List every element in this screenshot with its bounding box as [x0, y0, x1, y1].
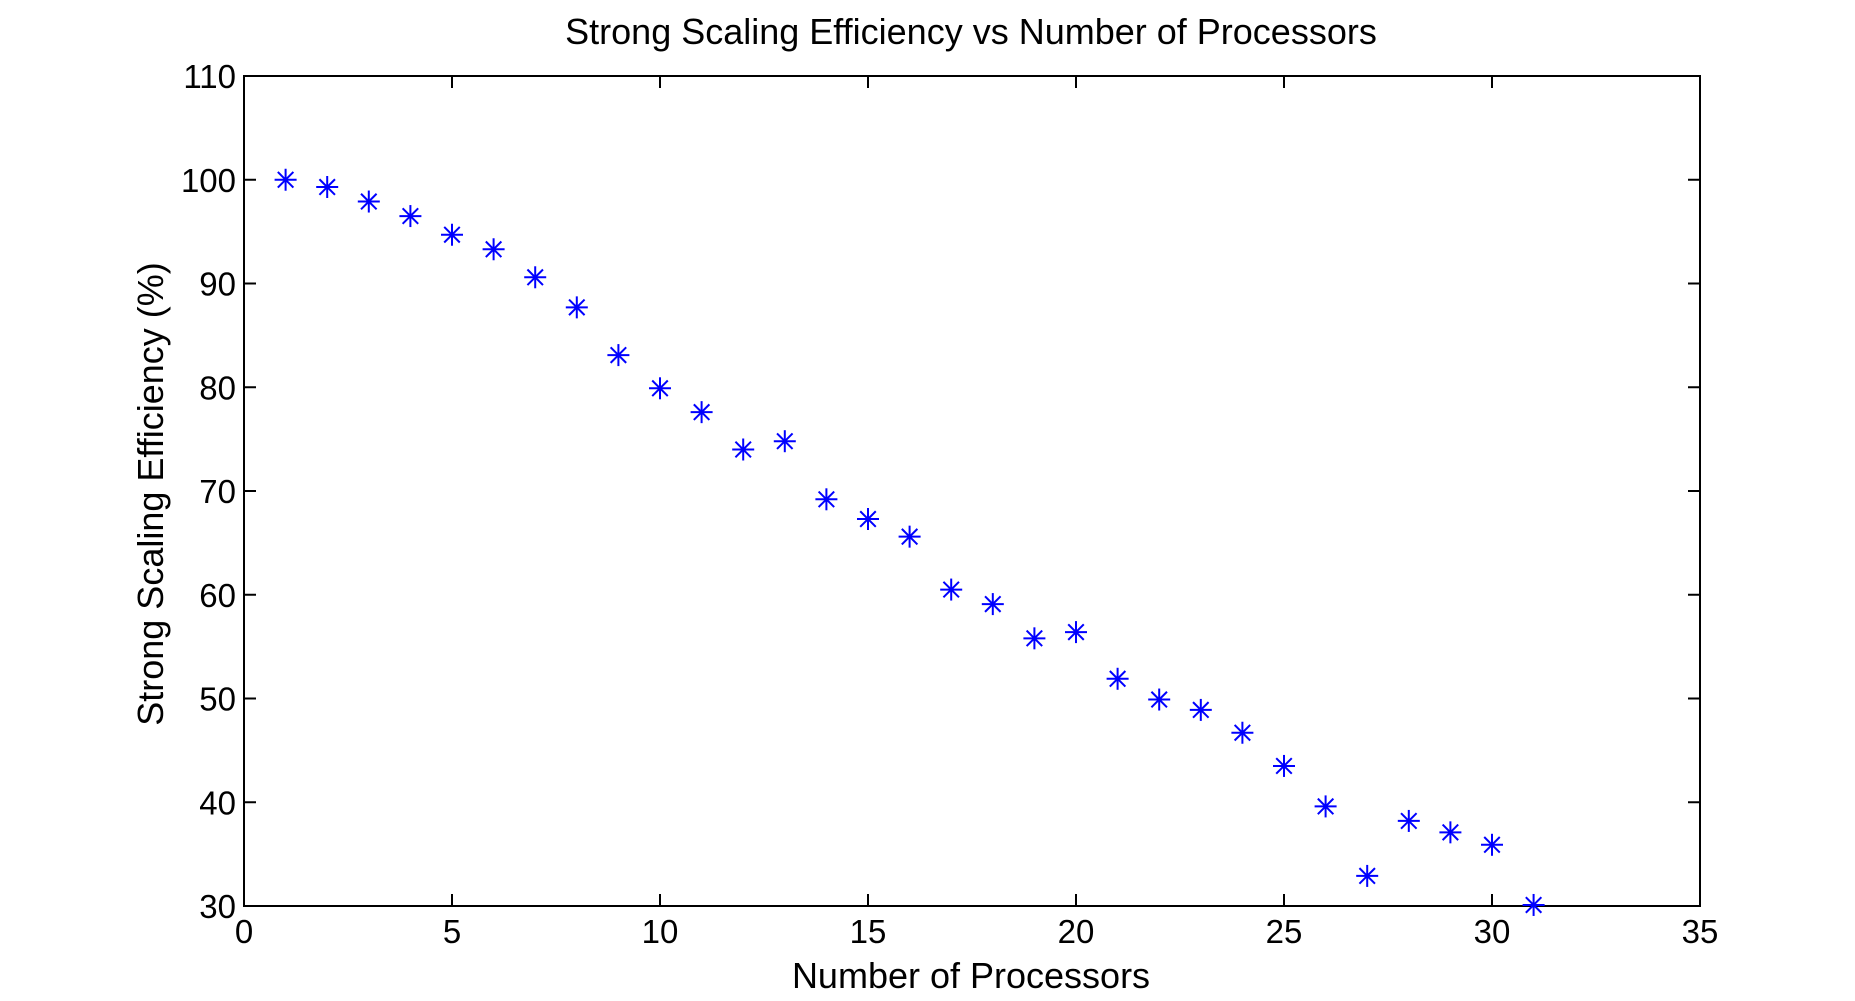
data-point [1189, 698, 1212, 721]
x-tick-label: 25 [1266, 913, 1303, 950]
data-point [565, 296, 588, 319]
data-point [1439, 821, 1462, 844]
y-tick-label: 100 [181, 162, 236, 199]
data-point [316, 176, 339, 199]
data-point [1356, 864, 1379, 887]
y-axis-ticks: 30 40 50 60 70 80 90 100 110 [181, 58, 1700, 925]
data-point [1106, 667, 1129, 690]
data-point [898, 525, 921, 548]
x-tick-label: 10 [642, 913, 679, 950]
data-point [1314, 795, 1337, 818]
x-tick-label: 30 [1474, 913, 1511, 950]
data-point [1065, 621, 1087, 644]
x-axis-label: Number of Processors [792, 955, 1150, 996]
y-tick-label: 70 [199, 473, 236, 510]
data-point [732, 438, 755, 461]
data-point [274, 168, 297, 191]
data-point [649, 377, 671, 400]
data-point [524, 266, 547, 289]
data-point [940, 578, 963, 601]
data-point [1397, 809, 1420, 832]
data-point [1231, 721, 1254, 744]
data-point [482, 238, 505, 261]
x-tick-label: 15 [850, 913, 887, 950]
data-point [773, 430, 796, 453]
x-tick-label: 35 [1682, 913, 1719, 950]
chart-title: Strong Scaling Efficiency vs Number of P… [565, 11, 1377, 52]
x-axis-ticks: 0 5 10 15 20 25 30 35 [235, 76, 1719, 950]
x-tick-label: 20 [1058, 913, 1095, 950]
data-point [981, 593, 1004, 616]
data-point [857, 508, 879, 531]
x-tick-label: 5 [443, 913, 461, 950]
data-point [441, 223, 463, 246]
y-tick-label: 40 [199, 784, 236, 821]
y-tick-label: 50 [199, 681, 236, 718]
y-tick-label: 90 [199, 266, 236, 303]
data-points [274, 168, 1545, 916]
y-tick-label: 30 [199, 888, 236, 925]
data-point [1023, 627, 1046, 650]
x-tick-label: 0 [235, 913, 253, 950]
data-point [399, 205, 422, 228]
data-point [607, 344, 630, 367]
data-point [815, 488, 838, 511]
y-tick-label: 110 [183, 58, 236, 95]
data-point [1522, 893, 1545, 916]
y-tick-label: 80 [199, 369, 236, 406]
data-point [357, 190, 380, 213]
data-point [1148, 688, 1171, 711]
data-point [1481, 833, 1503, 856]
y-axis-label: Strong Scaling Efficiency (%) [130, 262, 171, 726]
y-tick-label: 60 [199, 577, 236, 614]
data-point [1273, 754, 1295, 777]
data-point [690, 401, 713, 424]
plot-area-frame [243, 75, 1701, 907]
